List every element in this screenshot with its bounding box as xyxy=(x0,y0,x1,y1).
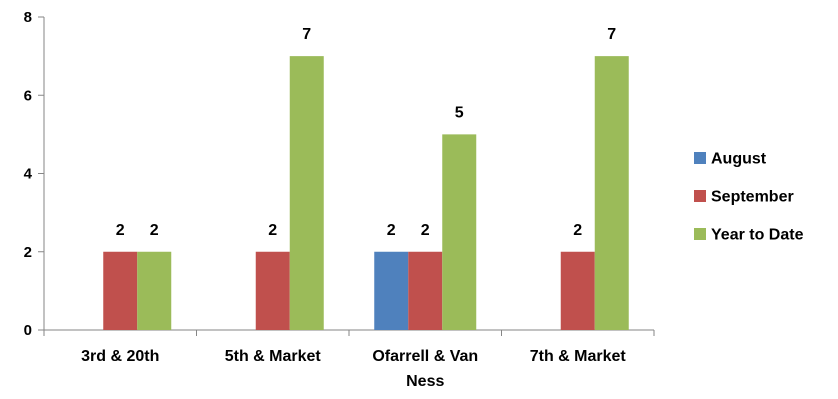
x-tick-label: 7th & Market xyxy=(530,348,627,365)
legend-label: August xyxy=(711,151,767,168)
bar-september xyxy=(408,251,443,330)
x-tick-label: Ness xyxy=(406,373,444,390)
legend-swatch xyxy=(694,190,706,202)
y-tick-label: 2 xyxy=(24,244,32,261)
legend-swatch xyxy=(694,228,706,240)
data-label: 2 xyxy=(116,222,125,239)
bar-year-to-date xyxy=(137,251,172,330)
legend-label: Year to Date xyxy=(711,227,804,244)
data-label: 2 xyxy=(573,222,582,239)
y-tick-label: 6 xyxy=(24,87,32,104)
x-tick-label: Ofarrell & Van xyxy=(372,348,478,365)
y-tick-label: 8 xyxy=(24,9,32,26)
y-tick-label: 4 xyxy=(24,166,33,183)
legend: August September Year to Date xyxy=(694,151,804,244)
legend-label: September xyxy=(711,189,794,206)
data-label: 7 xyxy=(607,26,616,43)
x-tick-label: 3rd & 20th xyxy=(81,348,159,365)
axes: 0 2 4 6 8 3rd & 20th 5th & Market Ofarrell & Va… xyxy=(24,9,655,390)
bar-september xyxy=(103,251,138,330)
data-label: 5 xyxy=(455,104,464,121)
bars xyxy=(103,56,629,330)
data-label: 2 xyxy=(150,222,159,239)
data-label: 2 xyxy=(268,222,277,239)
x-tick-label: 5th & Market xyxy=(225,348,322,365)
bar-august xyxy=(374,251,409,330)
legend-swatch xyxy=(694,152,706,164)
data-label: 7 xyxy=(302,26,311,43)
data-label: 2 xyxy=(387,222,396,239)
data-label: 2 xyxy=(421,222,430,239)
bar-year-to-date xyxy=(594,56,629,330)
y-tick-label: 0 xyxy=(24,322,32,339)
bar-september xyxy=(255,251,290,330)
bar-year-to-date xyxy=(289,56,324,330)
bar-year-to-date xyxy=(442,134,477,330)
data-labels: 2 2 2 2 2 2 7 5 7 xyxy=(116,26,617,239)
bar-september xyxy=(560,251,595,330)
